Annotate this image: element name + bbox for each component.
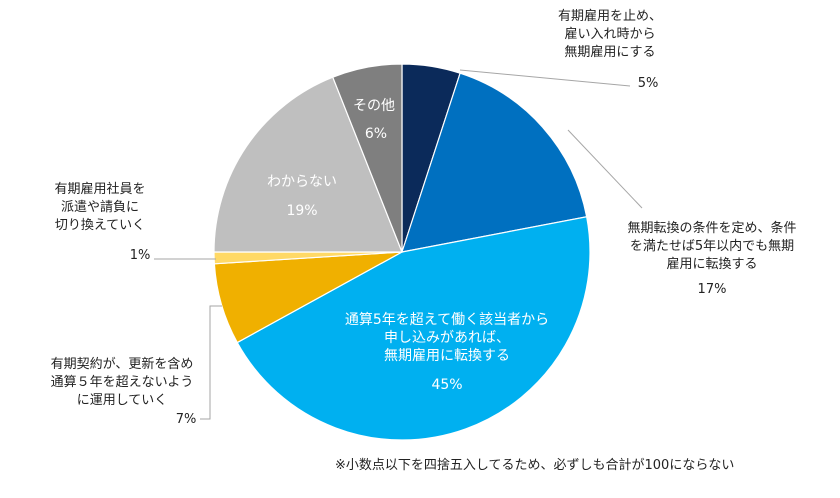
slice-value-4: 7%	[176, 412, 197, 427]
slice-label-5-line-3: 切り換えていく	[55, 218, 145, 233]
slice-value-2: 17%	[698, 282, 727, 297]
slice-label-4-line-2: 通算５年を超えないよう	[51, 375, 194, 390]
slice-label-3-line-3: 無期雇用に転換する	[384, 347, 510, 364]
slice-label-1-line-2: 雇い入れ時から	[564, 26, 655, 42]
pie-slice-6	[213, 76, 403, 253]
pie-slice-2	[401, 72, 588, 253]
slice-value-7: 6%	[365, 126, 387, 142]
slice-label-4-line-1: 有期契約が、更新を含め	[51, 356, 194, 372]
leader-line-2	[567, 129, 643, 209]
slice-label-7-line-1: その他	[353, 98, 395, 114]
slice-value-6: 19%	[286, 203, 317, 219]
slice-label-2-line-3: 雇用に転換する	[666, 256, 757, 272]
slice-label-1-line-3: 無期雇用にする	[564, 44, 655, 60]
slice-label-1-line-1: 有期雇用を止め、	[558, 8, 662, 24]
leader-line-1	[459, 69, 631, 87]
slice-label-3-line-2: 申し込みがあれば、	[384, 330, 510, 346]
pie-slice-7	[332, 63, 403, 253]
slice-label-6-line-1: わからない	[267, 174, 337, 190]
slice-value-1: 5%	[638, 76, 659, 91]
slice-label-5-line-2: 派遣や請負に	[61, 200, 139, 215]
slice-label-2-line-2: を満たせば5年以内でも無期	[630, 238, 794, 254]
slice-label-2-line-1: 無期転換の条件を定め、条件	[627, 220, 796, 236]
slice-label-3-line-1: 通算5年を超えて働く該当者から	[345, 312, 549, 328]
slice-label-5-line-1: 有期雇用社員を	[54, 181, 145, 197]
slice-value-5: 1%	[130, 248, 151, 263]
pie-slice-3	[236, 216, 591, 441]
leader-line-4	[200, 305, 222, 420]
slice-value-3: 45%	[431, 377, 462, 393]
footnote: ※小数点以下を四捨五入してるため、必ずしも合計が100にならない	[335, 458, 735, 473]
slice-label-4-line-3: に運用していく	[77, 393, 168, 408]
